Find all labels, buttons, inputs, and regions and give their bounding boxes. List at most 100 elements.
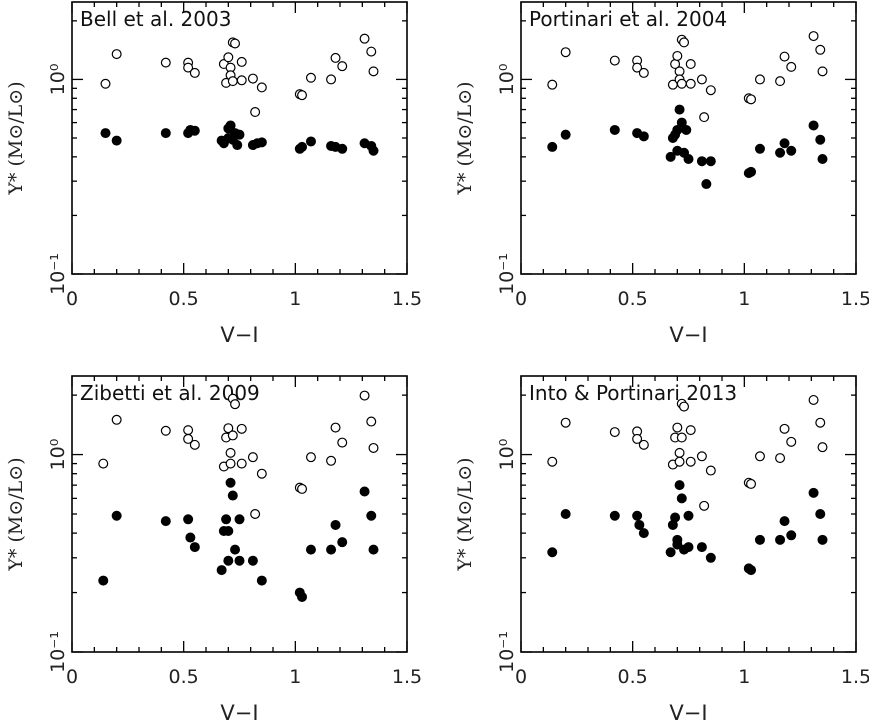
data-point-filled bbox=[683, 153, 694, 164]
data-point-open bbox=[366, 416, 377, 427]
data-point-open bbox=[699, 500, 710, 511]
data-point-open bbox=[674, 447, 685, 458]
data-point-filled bbox=[160, 128, 171, 139]
x-tick-label: 0.5 bbox=[618, 288, 648, 310]
data-point-open bbox=[236, 458, 247, 469]
data-point-open bbox=[227, 76, 238, 87]
data-point-filled bbox=[676, 493, 687, 504]
data-point-open bbox=[183, 433, 194, 444]
data-point-filled bbox=[234, 555, 245, 566]
data-point-open bbox=[160, 425, 171, 436]
data-point-open bbox=[189, 67, 200, 78]
chart-panel: 0 0.5 1 1.5 10⁻¹ 10⁰ Into & Portinari 2013 V−I Υ… bbox=[454, 375, 869, 722]
data-point-filled bbox=[560, 509, 571, 520]
data-point-open bbox=[223, 423, 234, 434]
data-point-filled bbox=[232, 140, 243, 151]
y-axis-label: Υ* (M⊙/L⊙) bbox=[5, 457, 27, 571]
data-point-open bbox=[247, 452, 258, 463]
y-tick-label: 10⁻¹ bbox=[47, 253, 69, 295]
data-point-open bbox=[256, 468, 267, 479]
data-point-filled bbox=[111, 135, 122, 146]
data-point-open bbox=[183, 62, 194, 73]
data-point-open bbox=[250, 107, 261, 118]
x-tick-label: 0 bbox=[66, 666, 78, 688]
data-point-filled bbox=[368, 544, 379, 555]
data-point-filled bbox=[683, 510, 694, 521]
data-point-open bbox=[98, 458, 109, 469]
data-point-filled bbox=[366, 510, 377, 521]
data-point-open bbox=[685, 78, 696, 89]
data-point-open bbox=[679, 401, 690, 412]
x-tick-label: 1.5 bbox=[841, 666, 869, 688]
data-point-filled bbox=[547, 141, 558, 152]
data-point-filled bbox=[638, 528, 649, 539]
data-point-open bbox=[685, 59, 696, 70]
data-point-filled bbox=[609, 510, 620, 521]
data-point-open bbox=[236, 423, 247, 434]
x-tick-label: 1 bbox=[738, 288, 750, 310]
y-tick-label: 10⁰ bbox=[47, 439, 69, 471]
data-point-open bbox=[674, 456, 685, 467]
data-point-open bbox=[815, 44, 826, 55]
data-point-open bbox=[236, 75, 247, 86]
data-point-filled bbox=[638, 131, 649, 142]
data-point-open bbox=[685, 456, 696, 467]
data-point-filled bbox=[189, 542, 200, 553]
data-point-filled bbox=[701, 179, 712, 190]
data-point-filled bbox=[775, 534, 786, 545]
data-point-filled bbox=[547, 547, 558, 558]
data-point-filled bbox=[817, 534, 828, 545]
data-point-open bbox=[638, 439, 649, 450]
data-point-filled bbox=[225, 477, 236, 488]
data-point-filled bbox=[786, 145, 797, 156]
data-point-filled bbox=[817, 153, 828, 164]
data-point-open bbox=[638, 67, 649, 78]
data-point-filled bbox=[808, 487, 819, 498]
y-axis-label: Υ* (M⊙/L⊙) bbox=[454, 457, 476, 571]
data-point-filled bbox=[111, 510, 122, 521]
data-point-open bbox=[672, 422, 683, 433]
data-point-filled bbox=[185, 532, 196, 543]
x-tick-label: 1.5 bbox=[392, 288, 422, 310]
data-point-filled bbox=[225, 120, 236, 131]
data-point-open bbox=[679, 37, 690, 48]
plot-frame bbox=[71, 375, 408, 653]
data-point-open bbox=[330, 52, 341, 63]
data-point-open bbox=[366, 46, 377, 57]
data-point-open bbox=[705, 465, 716, 476]
data-point-open bbox=[247, 73, 258, 84]
x-tick-label: 0.5 bbox=[169, 666, 199, 688]
data-point-filled bbox=[683, 542, 694, 553]
y-tick-label: 10⁰ bbox=[496, 439, 518, 471]
data-point-open bbox=[111, 414, 122, 425]
data-point-open bbox=[223, 52, 234, 63]
data-point-filled bbox=[815, 509, 826, 520]
x-tick-label: 0 bbox=[66, 288, 78, 310]
data-point-filled bbox=[754, 534, 765, 545]
data-point-open bbox=[632, 433, 643, 444]
data-point-open bbox=[754, 451, 765, 462]
data-point-filled bbox=[221, 514, 232, 525]
data-point-filled bbox=[696, 156, 707, 167]
data-point-open bbox=[337, 61, 348, 72]
data-point-open bbox=[609, 427, 620, 438]
data-point-open bbox=[815, 417, 826, 428]
data-point-open bbox=[817, 66, 828, 77]
data-point-open bbox=[676, 432, 687, 443]
data-point-open bbox=[297, 90, 308, 101]
data-point-filled bbox=[665, 151, 676, 162]
data-point-open bbox=[160, 57, 171, 68]
data-point-open bbox=[227, 430, 238, 441]
data-point-open bbox=[230, 399, 241, 410]
data-point-open bbox=[786, 436, 797, 447]
data-point-filled bbox=[634, 519, 645, 530]
data-point-filled bbox=[779, 138, 790, 149]
data-point-open bbox=[256, 82, 267, 93]
data-point-filled bbox=[247, 555, 258, 566]
data-point-filled bbox=[754, 143, 765, 154]
data-point-open bbox=[359, 390, 370, 401]
data-point-open bbox=[779, 423, 790, 434]
data-point-filled bbox=[632, 510, 643, 521]
data-point-filled bbox=[183, 514, 194, 525]
data-point-open bbox=[225, 458, 236, 469]
